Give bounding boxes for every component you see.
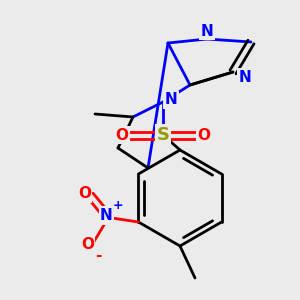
Text: N: N <box>165 92 177 107</box>
Text: -: - <box>95 248 102 263</box>
Text: +: + <box>113 199 124 212</box>
Text: O: O <box>78 186 91 201</box>
Text: N: N <box>201 23 213 38</box>
Text: S: S <box>157 126 169 144</box>
Text: N: N <box>238 70 251 85</box>
Text: O: O <box>116 128 128 142</box>
Text: O: O <box>197 128 211 142</box>
Text: N: N <box>100 208 113 223</box>
Text: O: O <box>81 237 94 252</box>
